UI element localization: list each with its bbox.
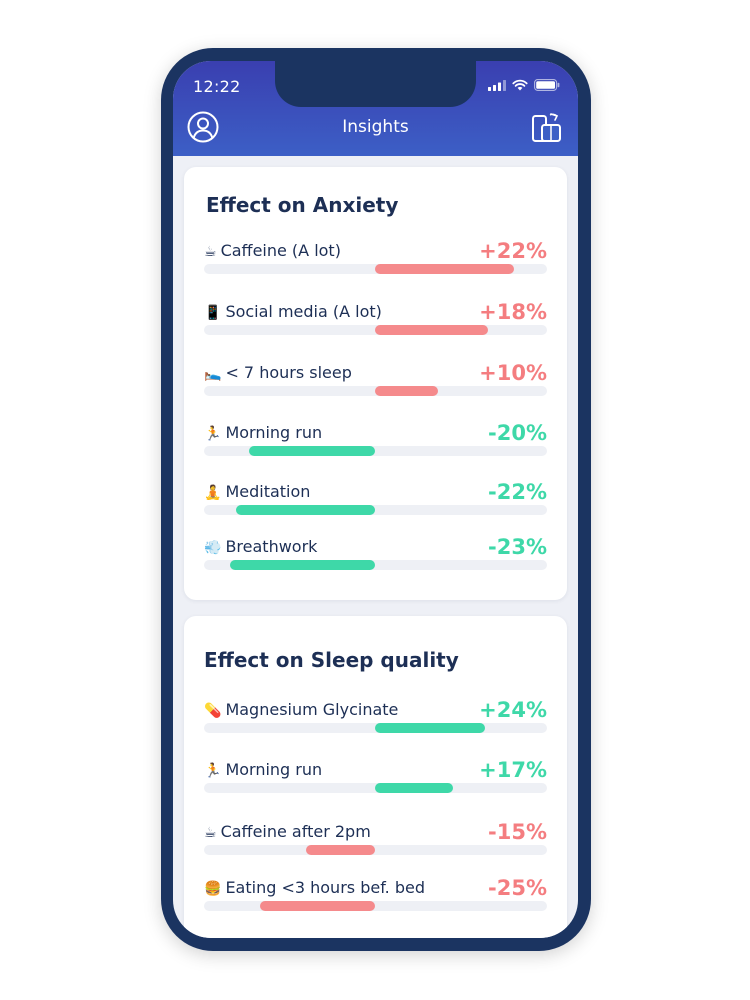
anxiety-card-title: Effect on Anxiety <box>206 193 399 217</box>
app-screen: 12:22 <box>173 61 578 938</box>
insight-label-text: Caffeine (A lot) <box>220 241 341 260</box>
insight-bar-fill <box>236 505 375 515</box>
insight-row[interactable]: ☕ Caffeine after 2pm -15% <box>204 820 547 862</box>
insight-emoji-icon: 🍔 <box>204 881 222 897</box>
insight-row[interactable]: ☕ Caffeine (A lot) +22% <box>204 239 547 281</box>
insight-emoji-icon: ☕ <box>204 825 217 841</box>
insight-value: -20% <box>488 421 547 445</box>
insight-row[interactable]: 🛌 < 7 hours sleep +10% <box>204 361 547 403</box>
insight-row[interactable]: 📱 Social media (A lot) +18% <box>204 300 547 342</box>
insight-row[interactable]: 🍔 Eating <3 hours bef. bed -25% <box>204 876 547 918</box>
page-title: Insights <box>342 117 409 137</box>
insight-label-text: < 7 hours sleep <box>225 363 352 382</box>
insight-bar-fill <box>306 845 375 855</box>
insight-label: 💊 Magnesium Glycinate <box>204 700 398 719</box>
device-sync-button[interactable] <box>530 111 564 145</box>
devices-sync-icon <box>532 113 561 142</box>
insight-row[interactable]: 🧘 Meditation -22% <box>204 480 547 522</box>
insight-bar-fill <box>375 325 489 335</box>
insight-bar-track <box>204 783 547 793</box>
insight-emoji-icon: 📱 <box>204 305 222 321</box>
insight-bar-fill <box>230 560 375 570</box>
sleep-card-title: Effect on Sleep quality <box>204 648 459 672</box>
insight-value: +22% <box>479 239 547 263</box>
insight-bar-fill <box>375 723 486 733</box>
status-time: 12:22 <box>193 77 241 96</box>
insight-bar-fill <box>260 901 375 911</box>
cellular-signal-icon <box>488 79 506 91</box>
insight-bar-track <box>204 264 547 274</box>
insight-row[interactable]: 🏃 Morning run -20% <box>204 421 547 463</box>
insight-bar-fill <box>375 783 454 793</box>
insight-value: +17% <box>479 758 547 782</box>
insight-value: -23% <box>488 535 547 559</box>
insight-label: ☕ Caffeine after 2pm <box>204 822 371 841</box>
user-circle-icon <box>187 111 219 143</box>
insight-bar-track <box>204 560 547 570</box>
insight-emoji-icon: 💊 <box>204 703 222 719</box>
insight-label: ☕ Caffeine (A lot) <box>204 241 341 260</box>
insight-bar-fill <box>375 264 514 274</box>
insight-label-text: Breathwork <box>225 537 318 556</box>
insight-label-text: Magnesium Glycinate <box>225 700 399 719</box>
insight-label: 🧘 Meditation <box>204 482 310 501</box>
insight-label-text: Morning run <box>225 423 323 442</box>
insight-value: +18% <box>479 300 547 324</box>
insight-bar-track <box>204 845 547 855</box>
insight-row[interactable]: 🏃 Morning run +17% <box>204 758 547 800</box>
insight-emoji-icon: 🏃 <box>204 426 222 442</box>
insight-label-text: Caffeine after 2pm <box>220 822 371 841</box>
insight-row[interactable]: 💨 Breathwork -23% <box>204 535 547 577</box>
insight-value: +10% <box>479 361 547 385</box>
insight-label: 📱 Social media (A lot) <box>204 302 382 321</box>
profile-button[interactable] <box>187 111 219 143</box>
app-header: 12:22 <box>173 61 578 156</box>
insight-bar-track <box>204 505 547 515</box>
sleep-card: Effect on Sleep quality 💊 Magnesium Glyci… <box>184 616 567 938</box>
insight-emoji-icon: ☕ <box>204 244 217 260</box>
insight-emoji-icon: 💨 <box>204 540 222 556</box>
insight-label-text: Social media (A lot) <box>225 302 382 321</box>
status-icons <box>488 79 560 91</box>
battery-icon <box>534 79 560 91</box>
insight-label-text: Eating <3 hours bef. bed <box>225 878 425 897</box>
insight-label: 🏃 Morning run <box>204 760 322 779</box>
insight-emoji-icon: 🏃 <box>204 763 222 779</box>
insight-value: +24% <box>479 698 547 722</box>
insight-label: 🏃 Morning run <box>204 423 322 442</box>
insight-value: -25% <box>488 876 547 900</box>
insight-row[interactable]: 💊 Magnesium Glycinate +24% <box>204 698 547 740</box>
insight-label: 🛌 < 7 hours sleep <box>204 363 352 382</box>
insight-value: -15% <box>488 820 547 844</box>
insight-label: 💨 Breathwork <box>204 537 317 556</box>
insight-bar-track <box>204 325 547 335</box>
insight-value: -22% <box>488 480 547 504</box>
phone-notch <box>275 61 476 107</box>
insight-bar-track <box>204 723 547 733</box>
insight-bar-track <box>204 446 547 456</box>
wifi-icon <box>512 79 528 91</box>
insight-bar-fill <box>375 386 438 396</box>
insight-bar-track <box>204 901 547 911</box>
insight-label-text: Morning run <box>225 760 323 779</box>
insight-label: 🍔 Eating <3 hours bef. bed <box>204 878 425 897</box>
insight-label-text: Meditation <box>225 482 311 501</box>
insight-bar-fill <box>249 446 375 456</box>
insight-emoji-icon: 🧘 <box>204 485 222 501</box>
insight-emoji-icon: 🛌 <box>204 366 222 382</box>
anxiety-card: Effect on Anxiety ☕ Caffeine (A lot) +22% 📱… <box>184 167 567 600</box>
insight-bar-track <box>204 386 547 396</box>
